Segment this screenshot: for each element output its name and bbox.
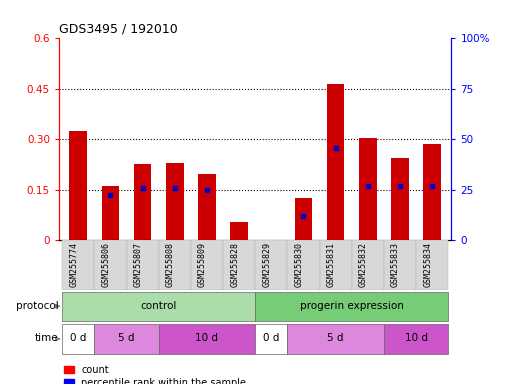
Bar	[127, 240, 159, 290]
Bar	[287, 240, 320, 290]
Bar	[255, 291, 448, 321]
Bar	[69, 131, 87, 240]
Text: GSM255806: GSM255806	[102, 243, 110, 288]
Bar	[102, 186, 120, 240]
Bar	[166, 164, 184, 240]
Bar	[384, 324, 448, 354]
Text: GSM255807: GSM255807	[133, 243, 143, 288]
Bar	[423, 144, 441, 240]
Bar	[159, 240, 191, 290]
Bar	[62, 240, 94, 290]
Bar	[62, 324, 94, 354]
Text: GSM255829: GSM255829	[262, 243, 271, 288]
Bar	[94, 240, 127, 290]
Text: GSM255774: GSM255774	[69, 243, 78, 288]
Text: 5 d: 5 d	[327, 333, 344, 343]
Text: 10 d: 10 d	[405, 333, 427, 343]
Bar	[159, 324, 255, 354]
Bar	[255, 240, 287, 290]
Text: 5 d: 5 d	[119, 333, 135, 343]
Bar	[287, 324, 384, 354]
Bar	[352, 240, 384, 290]
Bar	[359, 137, 377, 240]
Bar	[198, 174, 216, 240]
Bar	[134, 164, 151, 240]
Bar	[191, 240, 223, 290]
Text: 10 d: 10 d	[195, 333, 219, 343]
Bar	[223, 240, 255, 290]
Bar	[384, 240, 416, 290]
Text: GSM255828: GSM255828	[230, 243, 239, 288]
Text: GSM255830: GSM255830	[294, 243, 304, 288]
Text: control: control	[141, 301, 177, 311]
Bar	[255, 324, 287, 354]
Bar	[391, 158, 409, 240]
Text: GSM255832: GSM255832	[359, 243, 368, 288]
Text: GSM255834: GSM255834	[423, 243, 432, 288]
Bar	[416, 240, 448, 290]
Bar	[94, 324, 159, 354]
Bar	[320, 240, 352, 290]
Text: time: time	[35, 333, 58, 343]
Bar	[294, 198, 312, 240]
Text: GSM255808: GSM255808	[166, 243, 175, 288]
Text: progerin expression: progerin expression	[300, 301, 404, 311]
Bar	[230, 222, 248, 240]
Text: GSM255833: GSM255833	[391, 243, 400, 288]
Bar	[62, 291, 255, 321]
Bar	[327, 84, 345, 240]
Text: protocol: protocol	[15, 301, 58, 311]
Legend: count, percentile rank within the sample: count, percentile rank within the sample	[64, 365, 246, 384]
Text: 0 d: 0 d	[263, 333, 280, 343]
Text: GSM255831: GSM255831	[327, 243, 336, 288]
Text: 0 d: 0 d	[70, 333, 87, 343]
Text: GDS3495 / 192010: GDS3495 / 192010	[59, 23, 177, 36]
Text: GSM255809: GSM255809	[198, 243, 207, 288]
